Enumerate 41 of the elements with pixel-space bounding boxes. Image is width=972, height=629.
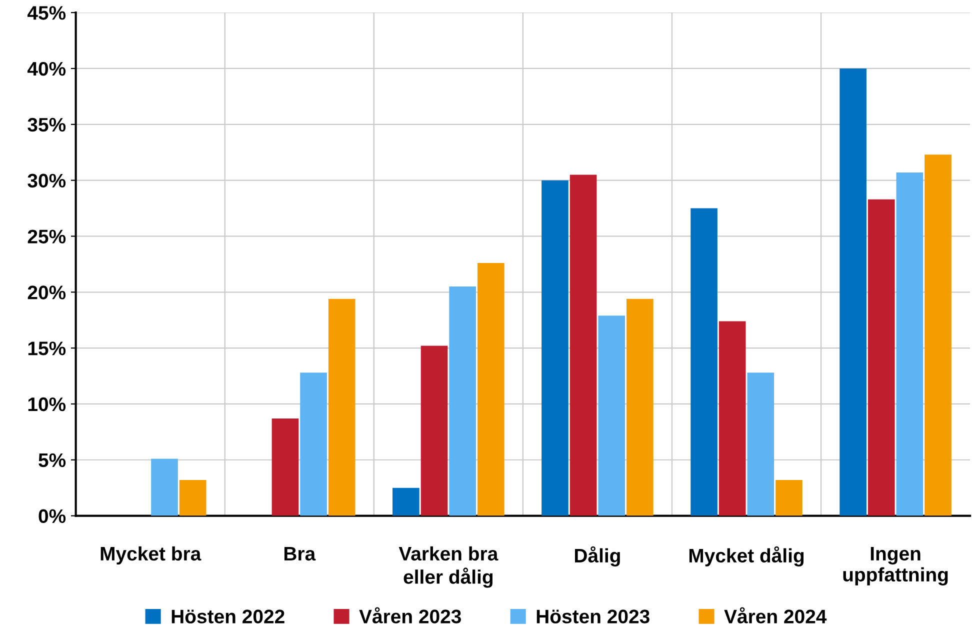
y-tick-label: 20% <box>28 286 66 300</box>
bar <box>542 180 568 516</box>
x-tick-label: Mycket bra <box>100 546 202 564</box>
bar <box>868 199 895 516</box>
bar <box>924 154 952 516</box>
bar <box>690 208 718 516</box>
x-tick-label: Dålig <box>574 546 620 566</box>
bar <box>300 372 327 516</box>
bar <box>179 480 206 516</box>
bar <box>328 298 356 516</box>
bar <box>570 174 597 516</box>
bar <box>392 488 420 516</box>
legend-label: Hösten 2022 <box>172 610 284 624</box>
x-tick-label: Bra <box>284 547 316 561</box>
bar <box>776 480 802 516</box>
x-tick-label: Mycket dålig <box>689 546 804 566</box>
y-tick-label: 40% <box>27 62 66 76</box>
legend-label: Hösten 2023 <box>536 610 650 624</box>
bar <box>896 172 924 516</box>
y-tick-label: 25% <box>28 230 66 244</box>
bar <box>747 372 774 516</box>
bar <box>626 298 654 516</box>
bar <box>420 346 448 516</box>
x-tick-label: Ingen uppfattning <box>843 546 948 586</box>
bar <box>151 458 178 516</box>
bar <box>840 68 866 516</box>
y-tick-label: 5% <box>38 453 66 468</box>
y-tick-label: 10% <box>28 397 66 412</box>
bar <box>272 418 299 516</box>
bar <box>477 263 504 516</box>
y-tick-label: 45% <box>27 6 66 20</box>
bar <box>449 286 476 516</box>
y-tick-label: 35% <box>28 118 66 132</box>
x-tick-label: Varken bra eller dålig <box>398 546 498 588</box>
legend-label: Våren 2024 <box>724 607 827 624</box>
legend-label: Våren 2023 <box>359 607 461 624</box>
bar <box>598 316 626 516</box>
y-tick-label: 15% <box>28 342 66 356</box>
y-tick-label: 30% <box>28 174 66 188</box>
y-tick-label: 0% <box>38 509 66 524</box>
bar <box>718 321 746 516</box>
